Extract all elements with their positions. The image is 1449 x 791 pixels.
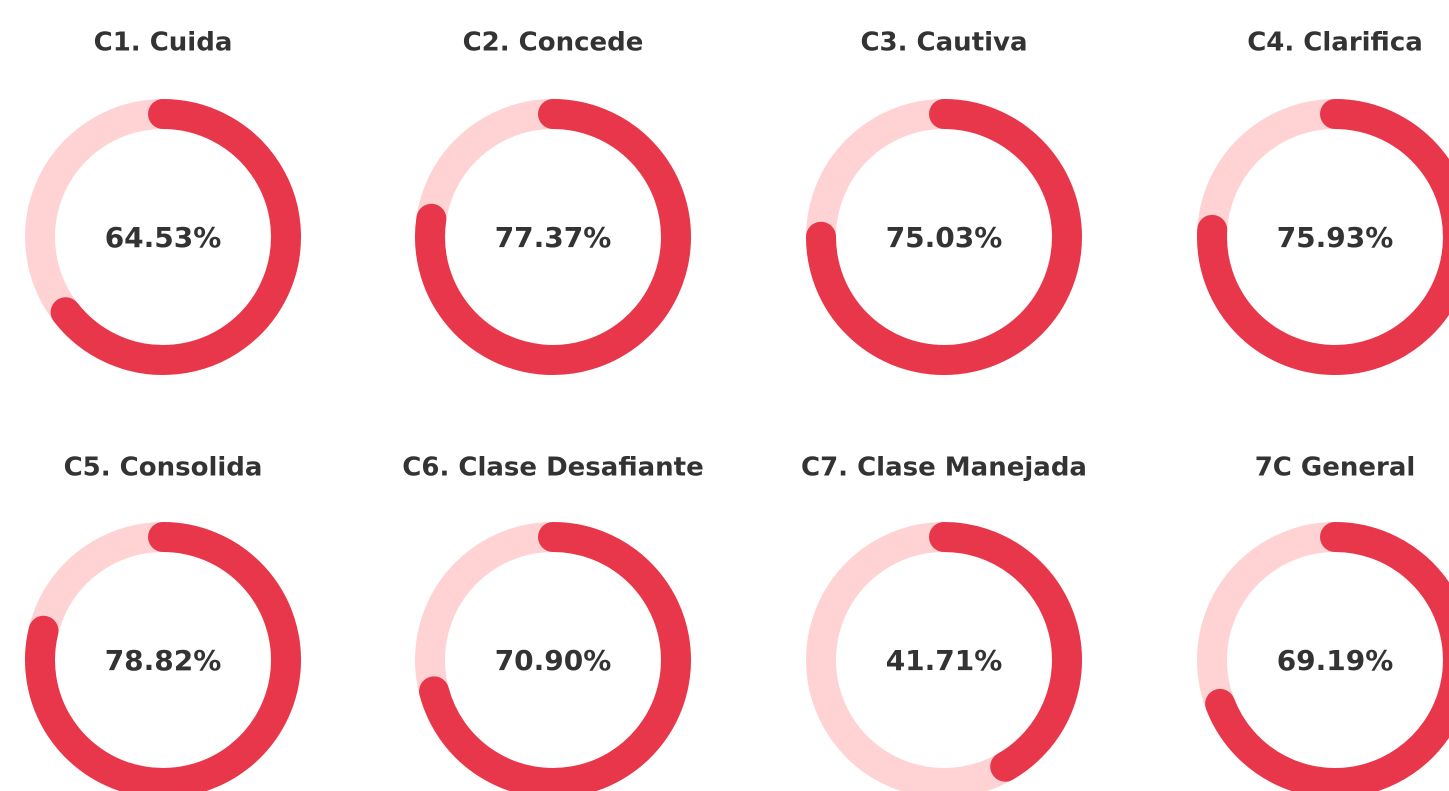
donut-arc — [419, 522, 691, 791]
donut-arc — [415, 99, 691, 375]
value-label: 78.82% — [105, 644, 222, 677]
value-label: 75.03% — [886, 221, 1003, 254]
value-label: 64.53% — [105, 221, 222, 254]
donut-arc — [929, 522, 1082, 782]
chart-title: C7. Clase Manejada — [801, 453, 1087, 483]
chart-title: C1. Cuida — [94, 28, 233, 58]
donut-arc — [1205, 522, 1449, 791]
chart-title: C6. Clase Desafiante — [402, 453, 703, 483]
chart-title: C4. Clarifica — [1247, 28, 1423, 58]
value-label: 41.71% — [886, 644, 1003, 677]
chart-title: C3. Cautiva — [860, 28, 1027, 58]
value-label: 75.93% — [1277, 221, 1394, 254]
value-label: 69.19% — [1277, 644, 1394, 677]
donut-arc — [25, 522, 301, 791]
value-label: 70.90% — [495, 644, 612, 677]
chart-title: C5. Consolida — [64, 453, 263, 483]
donut-arc — [1197, 99, 1449, 375]
donut-arc — [806, 99, 1082, 375]
value-label: 77.37% — [495, 221, 612, 254]
chart-title: C2. Concede — [463, 28, 644, 58]
chart-title: 7C General — [1255, 453, 1416, 483]
donut-arc — [50, 99, 301, 375]
